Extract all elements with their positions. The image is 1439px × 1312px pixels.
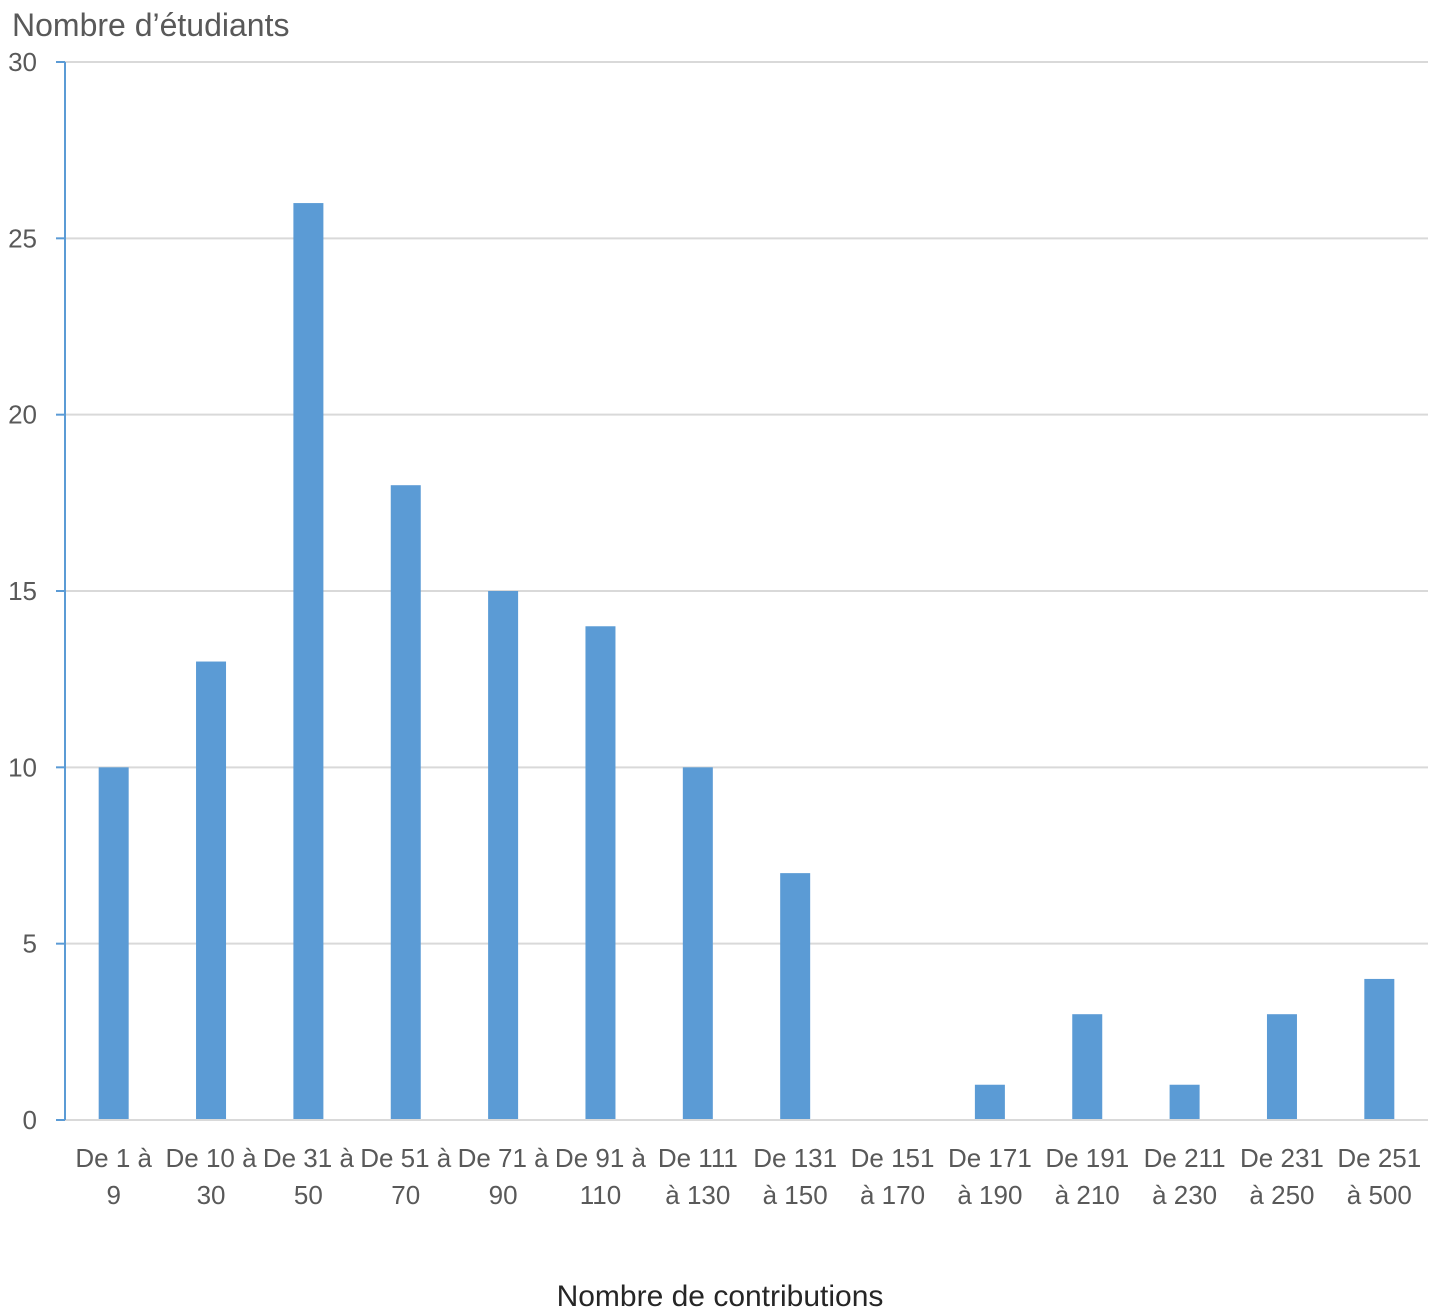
y-tick-label: 0 (23, 1105, 37, 1135)
x-category-label: De 10 à 30 (165, 1143, 257, 1210)
x-category-label: De 191 à 210 (1045, 1143, 1129, 1210)
x-category-label: De 251 à 500 (1337, 1143, 1421, 1210)
x-category-label: De 151 à 170 (851, 1143, 935, 1210)
bar (98, 767, 129, 1120)
x-category-label: De 231 à 250 (1240, 1143, 1324, 1210)
bar (196, 661, 227, 1120)
bar (390, 485, 421, 1120)
x-category-label: De 31 à 50 (263, 1143, 355, 1210)
x-category-label: De 111 à 130 (658, 1143, 738, 1210)
bar (974, 1084, 1005, 1120)
bar (1364, 978, 1395, 1120)
y-tick-label: 30 (8, 47, 37, 77)
bar (1072, 1014, 1103, 1120)
bar (1266, 1014, 1297, 1120)
bar (1169, 1084, 1200, 1120)
bar (780, 873, 811, 1120)
y-axis-title: Nombre d’étudiants (12, 7, 289, 43)
y-axis (56, 61, 1428, 1121)
y-tick-label: 15 (8, 576, 37, 606)
y-tick-label: 10 (8, 752, 37, 782)
bar (293, 203, 324, 1121)
x-axis-title: Nombre de contributions (557, 1280, 884, 1312)
y-tick-labels: 0 5 10 15 20 25 30 (8, 47, 37, 1135)
x-category-label: De 71 à 90 (458, 1143, 550, 1210)
x-category-label: De 171 à 190 (948, 1143, 1032, 1210)
x-category-label: De 91 à 110 (555, 1143, 647, 1210)
y-tick-label: 20 (8, 400, 37, 430)
bar (585, 626, 616, 1120)
x-category-label: De 211 à 230 (1144, 1143, 1226, 1210)
gridlines (65, 61, 1428, 945)
bar (682, 767, 713, 1120)
y-tick-label: 25 (8, 223, 37, 253)
x-category-label: De 51 à 70 (360, 1143, 452, 1210)
x-category-label: De 131 à 150 (753, 1143, 837, 1210)
bar (488, 591, 519, 1120)
y-tick-label: 5 (23, 929, 37, 959)
bars (98, 203, 1395, 1121)
